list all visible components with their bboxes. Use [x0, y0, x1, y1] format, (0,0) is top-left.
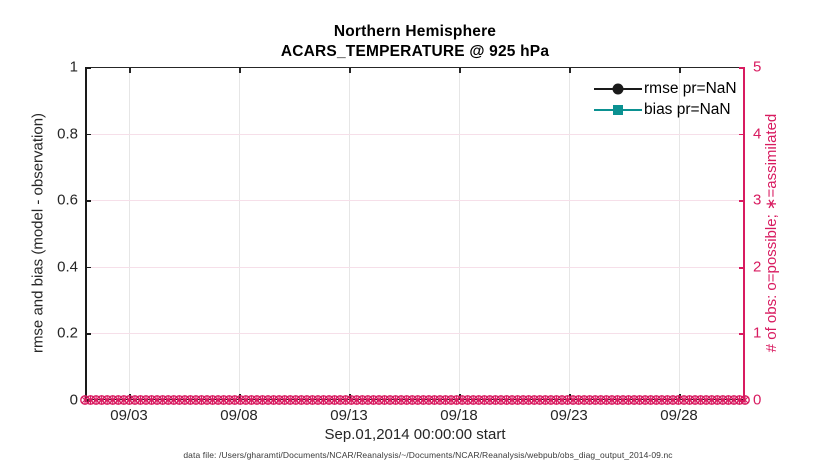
top-spine [85, 67, 745, 69]
legend-item-label: bias pr=NaN [644, 100, 731, 118]
right-y-tick [739, 133, 745, 136]
x-tick-top [569, 67, 571, 73]
x-axis-label: Sep.01,2014 00:00:00 start [324, 426, 506, 443]
horizontal-gridline [85, 266, 745, 268]
chart-title: Northern Hemisphere ACARS_TEMPERATURE @ … [85, 22, 745, 62]
x-tick-label: 09/28 [660, 407, 698, 424]
left-y-tick-label: 0.4 [57, 258, 78, 276]
obs-marker-band [80, 395, 750, 405]
left-y-tick-label: 0.6 [57, 191, 78, 209]
bottom-spine [85, 398, 745, 400]
right-y-tick-label: 1 [753, 324, 762, 342]
horizontal-gridline [85, 133, 745, 135]
right-y-tick [739, 67, 745, 69]
x-tick-bottom [349, 394, 351, 400]
x-tick-bottom [679, 394, 681, 400]
horizontal-gridline [85, 200, 745, 202]
vertical-gridline [349, 67, 350, 400]
x-tick-label: 09/13 [330, 407, 368, 424]
legend: rmse pr=NaN bias pr=NaN [594, 78, 737, 120]
right-y-tick-label: 0 [753, 391, 762, 409]
x-tick-label: 09/18 [440, 407, 478, 424]
x-tick-label: 09/08 [220, 407, 258, 424]
right-y-tick [739, 266, 745, 269]
data-file-caption: data file: /Users/gharamti/Documents/NCA… [183, 450, 673, 460]
legend-swatch [594, 82, 642, 96]
x-tick-top [459, 67, 461, 73]
left-y-tick [85, 133, 91, 136]
bias-square-marker-icon [613, 104, 623, 115]
legend-swatch [594, 103, 642, 117]
left-y-tick-label: 1 [69, 58, 78, 76]
plot-area [85, 67, 745, 402]
right-y-axis-label: # of obs: o=possible; ∗=assimilated [763, 113, 780, 353]
x-tick-top [679, 67, 681, 73]
vertical-gridline [129, 67, 130, 400]
right-y-tick-label: 4 [753, 125, 762, 143]
left-y-tick-label: 0.2 [57, 324, 78, 342]
x-tick-top [349, 67, 351, 73]
right-y-tick [739, 400, 745, 402]
left-spine [85, 67, 87, 400]
left-y-tick [85, 200, 91, 202]
left-y-tick [85, 266, 91, 269]
vertical-gridline [239, 67, 240, 400]
left-y-tick [85, 400, 91, 402]
horizontal-gridline [85, 333, 745, 335]
rmse-circle-marker-icon [612, 83, 624, 94]
left-y-tick-label: 0.8 [57, 125, 78, 143]
chart-title-line1: Northern Hemisphere [333, 23, 497, 40]
right-y-tick-label: 3 [753, 191, 762, 209]
x-tick-label: 09/23 [550, 407, 588, 424]
vertical-gridline [679, 67, 680, 400]
right-y-tick [739, 333, 745, 336]
left-y-axis-label: rmse and bias (model - observation) [29, 112, 47, 354]
right-y-tick [739, 200, 745, 202]
legend-row: bias pr=NaN [594, 99, 737, 120]
left-y-tick [85, 67, 91, 69]
legend-item-label: rmse pr=NaN [644, 79, 737, 97]
vertical-gridline [569, 67, 570, 400]
legend-row: rmse pr=NaN [594, 78, 737, 99]
x-tick-top [239, 67, 241, 73]
x-tick-top [129, 67, 131, 73]
vertical-gridline [459, 67, 460, 400]
left-y-tick [85, 333, 91, 335]
x-tick-label: 09/03 [110, 407, 148, 424]
right-spine [743, 67, 745, 400]
chart-title-line2: ACARS_TEMPERATURE @ 925 hPa [280, 43, 550, 60]
right-y-tick-label: 2 [753, 258, 762, 276]
right-y-tick-label: 5 [753, 58, 762, 76]
left-y-tick-label: 0 [69, 391, 78, 409]
